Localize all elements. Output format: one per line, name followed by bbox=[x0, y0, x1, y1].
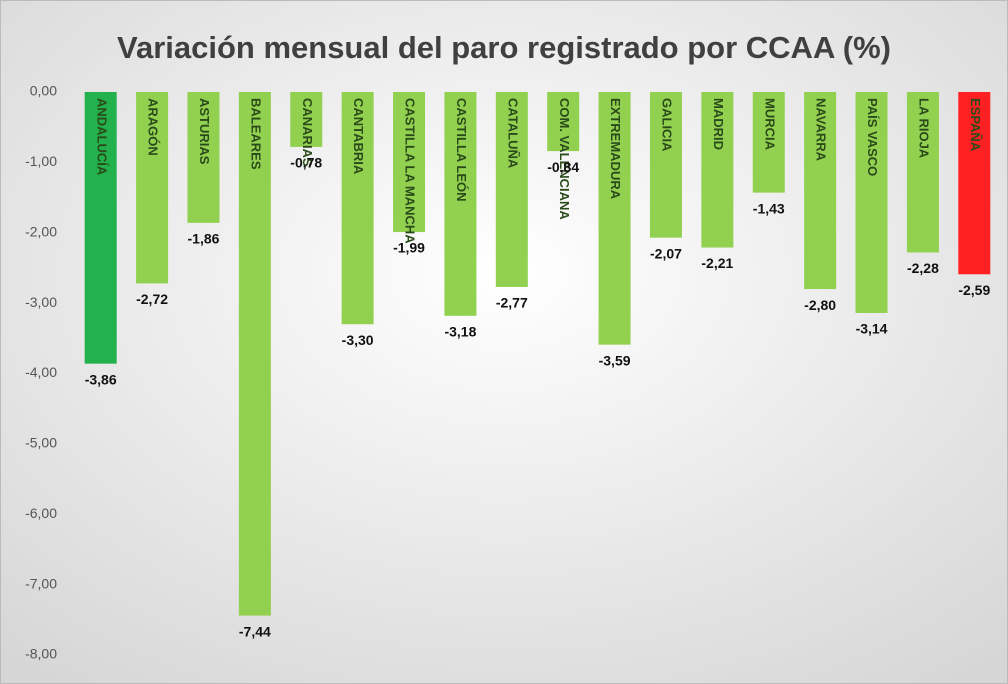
category-label: COM. VALENCIANA bbox=[557, 98, 572, 220]
chart-title: Variación mensual del paro registrado po… bbox=[117, 30, 891, 65]
y-tick-label: 0,00 bbox=[30, 83, 57, 99]
value-label: -3,59 bbox=[599, 352, 631, 368]
bar bbox=[341, 92, 374, 325]
bar bbox=[649, 92, 682, 238]
value-label: -7,44 bbox=[239, 623, 271, 639]
bar bbox=[444, 92, 477, 316]
value-label: -2,72 bbox=[136, 291, 168, 307]
category-label: BALEARES bbox=[248, 98, 263, 170]
value-label: -2,28 bbox=[907, 260, 939, 276]
y-tick-label: -4,00 bbox=[25, 364, 57, 380]
value-label: -2,77 bbox=[496, 295, 528, 311]
value-label: -2,80 bbox=[804, 297, 836, 313]
category-label: MADRID bbox=[711, 98, 726, 150]
y-tick-label: -6,00 bbox=[25, 505, 57, 521]
value-label: -0,78 bbox=[290, 155, 322, 171]
category-label: LA RIOJA bbox=[916, 98, 931, 159]
category-label: ANDALUCÍA bbox=[94, 98, 109, 176]
value-label: -3,30 bbox=[342, 332, 374, 348]
category-label: CANARIAS bbox=[300, 98, 315, 167]
value-label: -3,86 bbox=[85, 371, 117, 387]
value-label: -3,14 bbox=[856, 321, 888, 337]
category-label: NAVARRA bbox=[814, 98, 829, 162]
bar bbox=[958, 92, 991, 275]
bar bbox=[855, 92, 888, 313]
y-tick-label: -8,00 bbox=[25, 646, 57, 662]
y-tick-label: -7,00 bbox=[25, 575, 57, 591]
category-label: PAÍS VASCO bbox=[865, 98, 880, 176]
category-label: ESPAÑA bbox=[968, 98, 983, 152]
bar bbox=[598, 92, 631, 345]
value-label: -1,43 bbox=[753, 200, 785, 216]
value-label: -1,86 bbox=[188, 231, 220, 247]
bar bbox=[804, 92, 837, 290]
bar bbox=[701, 92, 734, 248]
bar bbox=[187, 92, 220, 223]
category-label: EXTREMADURA bbox=[608, 98, 623, 200]
bar bbox=[547, 92, 580, 152]
value-label: -3,18 bbox=[444, 323, 476, 339]
bar bbox=[136, 92, 169, 284]
bar bbox=[495, 92, 528, 287]
category-label: CATALUÑA bbox=[505, 98, 520, 169]
bar bbox=[238, 92, 271, 616]
category-label: CASTILLA LEÓN bbox=[454, 98, 469, 202]
category-label: ASTURIAS bbox=[197, 98, 212, 165]
category-label: GALICIA bbox=[660, 98, 675, 152]
value-label: -0,84 bbox=[547, 159, 579, 175]
value-label: -2,07 bbox=[650, 245, 682, 261]
bar bbox=[752, 92, 785, 193]
value-label: -1,99 bbox=[393, 240, 425, 256]
y-tick-label: -1,00 bbox=[25, 153, 57, 169]
bar bbox=[290, 92, 323, 147]
y-tick-label: -5,00 bbox=[25, 435, 57, 451]
category-label: CANTABRIA bbox=[351, 98, 366, 175]
category-label: CASTILLA LA MANCHA bbox=[403, 98, 418, 244]
bar bbox=[393, 92, 426, 233]
value-label: -2,21 bbox=[701, 255, 733, 271]
category-label: ARAGÓN bbox=[146, 98, 161, 156]
bar bbox=[906, 92, 939, 253]
value-label: -2,59 bbox=[958, 282, 990, 298]
category-label: MURCIA bbox=[762, 98, 777, 151]
y-tick-label: -2,00 bbox=[25, 223, 57, 239]
y-tick-label: -3,00 bbox=[25, 294, 57, 310]
bar bbox=[84, 92, 117, 364]
